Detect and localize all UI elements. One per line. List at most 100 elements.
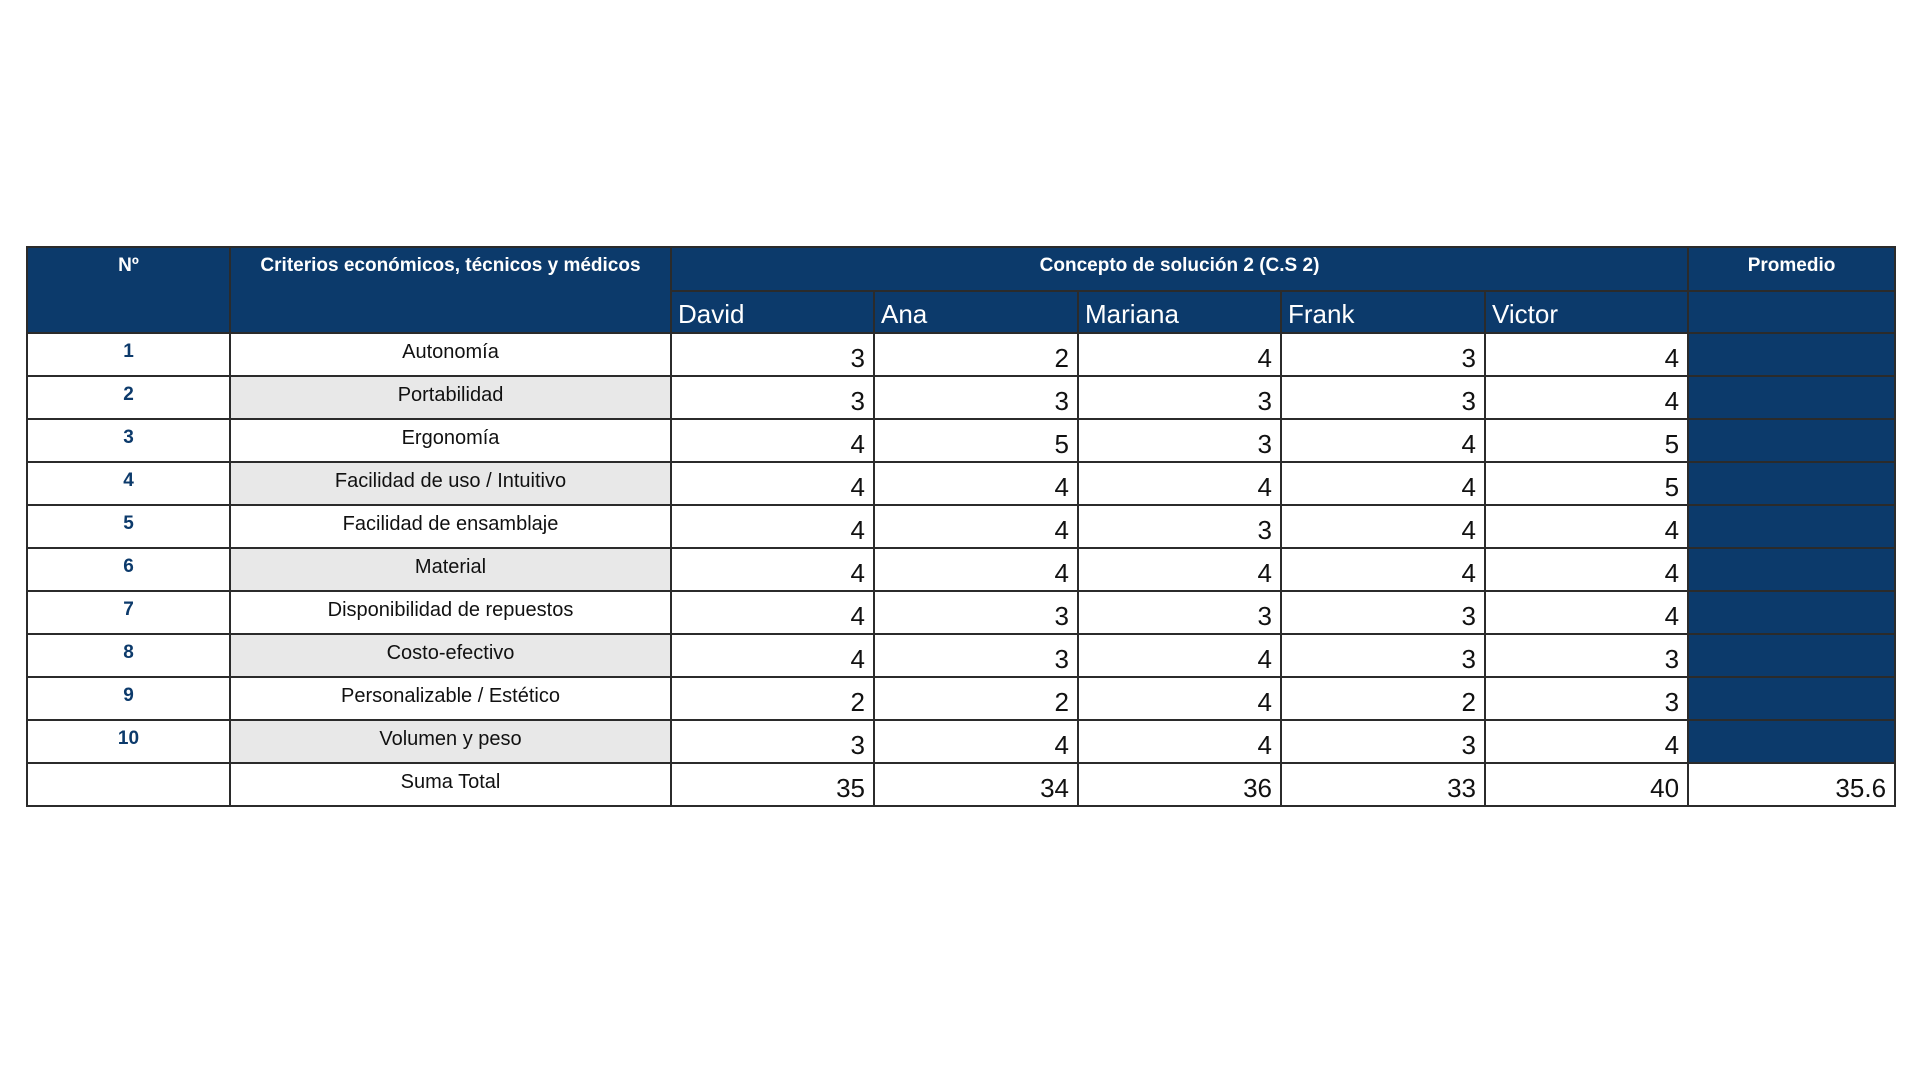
- score-cell: 4: [1483, 375, 1690, 420]
- row-number: 10: [26, 719, 231, 764]
- total-row-blank: [26, 762, 231, 807]
- row-number: 6: [26, 547, 231, 592]
- criterion-cell: Facilidad de uso / Intuitivo: [229, 461, 672, 506]
- average-cell-filled: [1687, 375, 1897, 420]
- table-row: 8 Costo-efectivo 4 3 4 3 3: [26, 633, 1897, 678]
- header-evaluator-frank: Frank: [1280, 290, 1486, 334]
- score-cell: 4: [1483, 547, 1690, 592]
- score-cell: 4: [670, 633, 875, 678]
- average-cell-filled: [1687, 461, 1897, 506]
- total-average-cell: 35.6: [1687, 762, 1897, 807]
- total-row: Suma Total 35 34 36 33 40 35.6: [26, 762, 1897, 807]
- row-number: 1: [26, 332, 231, 377]
- score-cell: 4: [1483, 719, 1690, 764]
- criterion-cell: Material: [229, 547, 672, 592]
- score-cell: 5: [1483, 418, 1690, 463]
- score-cell: 4: [1077, 719, 1282, 764]
- score-cell: 3: [1280, 375, 1486, 420]
- score-cell: 3: [1077, 590, 1282, 635]
- score-cell: 3: [1280, 633, 1486, 678]
- average-cell-filled: [1687, 719, 1897, 764]
- score-cell: 4: [1077, 332, 1282, 377]
- row-number: 9: [26, 676, 231, 721]
- score-cell: 4: [670, 504, 875, 549]
- average-cell-filled: [1687, 676, 1897, 721]
- score-cell: 3: [873, 590, 1079, 635]
- criterion-cell: Disponibilidad de repuestos: [229, 590, 672, 635]
- header-average-blank: [1687, 290, 1897, 334]
- table-row: 10 Volumen y peso 3 4 4 3 4: [26, 719, 1897, 764]
- average-cell-filled: [1687, 547, 1897, 592]
- score-cell: 4: [1077, 676, 1282, 721]
- total-label: Suma Total: [229, 762, 672, 807]
- header-evaluator-ana: Ana: [873, 290, 1079, 334]
- row-number: 5: [26, 504, 231, 549]
- average-cell-filled: [1687, 504, 1897, 549]
- row-number: 3: [26, 418, 231, 463]
- score-cell: 4: [1483, 504, 1690, 549]
- total-sum-cell: 33: [1280, 762, 1486, 807]
- row-number: 2: [26, 375, 231, 420]
- header-evaluator-victor: Victor: [1483, 290, 1690, 334]
- score-cell: 3: [1483, 633, 1690, 678]
- header-average: Promedio: [1687, 246, 1897, 292]
- total-sum-cell: 36: [1077, 762, 1282, 807]
- header-no: Nº: [26, 246, 231, 334]
- average-cell-filled: [1687, 418, 1897, 463]
- score-cell: 4: [873, 719, 1079, 764]
- total-sum-cell: 34: [873, 762, 1079, 807]
- score-cell: 3: [1077, 418, 1282, 463]
- score-cell: 2: [873, 676, 1079, 721]
- criterion-cell: Portabilidad: [229, 375, 672, 420]
- score-cell: 3: [1483, 676, 1690, 721]
- score-cell: 4: [1077, 461, 1282, 506]
- table-row: 1 Autonomía 3 2 4 3 4: [26, 332, 1897, 377]
- score-cell: 3: [1280, 332, 1486, 377]
- row-number: 8: [26, 633, 231, 678]
- criterion-cell: Personalizable / Estético: [229, 676, 672, 721]
- score-cell: 4: [873, 461, 1079, 506]
- average-cell-filled: [1687, 633, 1897, 678]
- score-cell: 3: [670, 719, 875, 764]
- table-row: 3 Ergonomía 4 5 3 4 5: [26, 418, 1897, 463]
- score-cell: 5: [873, 418, 1079, 463]
- header-evaluator-david: David: [670, 290, 875, 334]
- table-row: 2 Portabilidad 3 3 3 3 4: [26, 375, 1897, 420]
- table-row: 9 Personalizable / Estético 2 2 4 2 3: [26, 676, 1897, 721]
- row-number: 7: [26, 590, 231, 635]
- score-cell: 3: [1280, 719, 1486, 764]
- header-concept: Concepto de solución 2 (C.S 2): [669, 246, 1690, 292]
- average-cell-filled: [1687, 590, 1897, 635]
- average-cell-filled: [1687, 332, 1897, 377]
- table-row: 5 Facilidad de ensamblaje 4 4 3 4 4: [26, 504, 1897, 549]
- table-row: 4 Facilidad de uso / Intuitivo 4 4 4 4 5: [26, 461, 1897, 506]
- header-evaluator-mariana: Mariana: [1077, 290, 1282, 334]
- score-cell: 4: [1483, 590, 1690, 635]
- score-cell: 2: [670, 676, 875, 721]
- score-cell: 4: [1077, 547, 1282, 592]
- table-row: 7 Disponibilidad de repuestos 4 3 3 3 4: [26, 590, 1897, 635]
- score-cell: 2: [1280, 676, 1486, 721]
- total-sum-cell: 35: [670, 762, 875, 807]
- score-cell: 4: [1077, 633, 1282, 678]
- total-sum-cell: 40: [1483, 762, 1690, 807]
- criterion-cell: Ergonomía: [229, 418, 672, 463]
- evaluation-table-container: Nº Criterios económicos, técnicos y médi…: [26, 246, 1897, 807]
- criterion-cell: Facilidad de ensamblaje: [229, 504, 672, 549]
- score-cell: 4: [670, 418, 875, 463]
- score-cell: 4: [670, 590, 875, 635]
- score-cell: 4: [1280, 461, 1486, 506]
- row-number: 4: [26, 461, 231, 506]
- header-criteria: Criterios económicos, técnicos y médicos: [229, 246, 672, 334]
- score-cell: 2: [873, 332, 1079, 377]
- score-cell: 4: [670, 461, 875, 506]
- criterion-cell: Costo-efectivo: [229, 633, 672, 678]
- criterion-cell: Autonomía: [229, 332, 672, 377]
- evaluation-table: Nº Criterios económicos, técnicos y médi…: [26, 246, 1897, 807]
- score-cell: 4: [873, 547, 1079, 592]
- score-cell: 3: [1077, 504, 1282, 549]
- score-cell: 3: [873, 633, 1079, 678]
- score-cell: 3: [1077, 375, 1282, 420]
- score-cell: 3: [1280, 590, 1486, 635]
- score-cell: 4: [873, 504, 1079, 549]
